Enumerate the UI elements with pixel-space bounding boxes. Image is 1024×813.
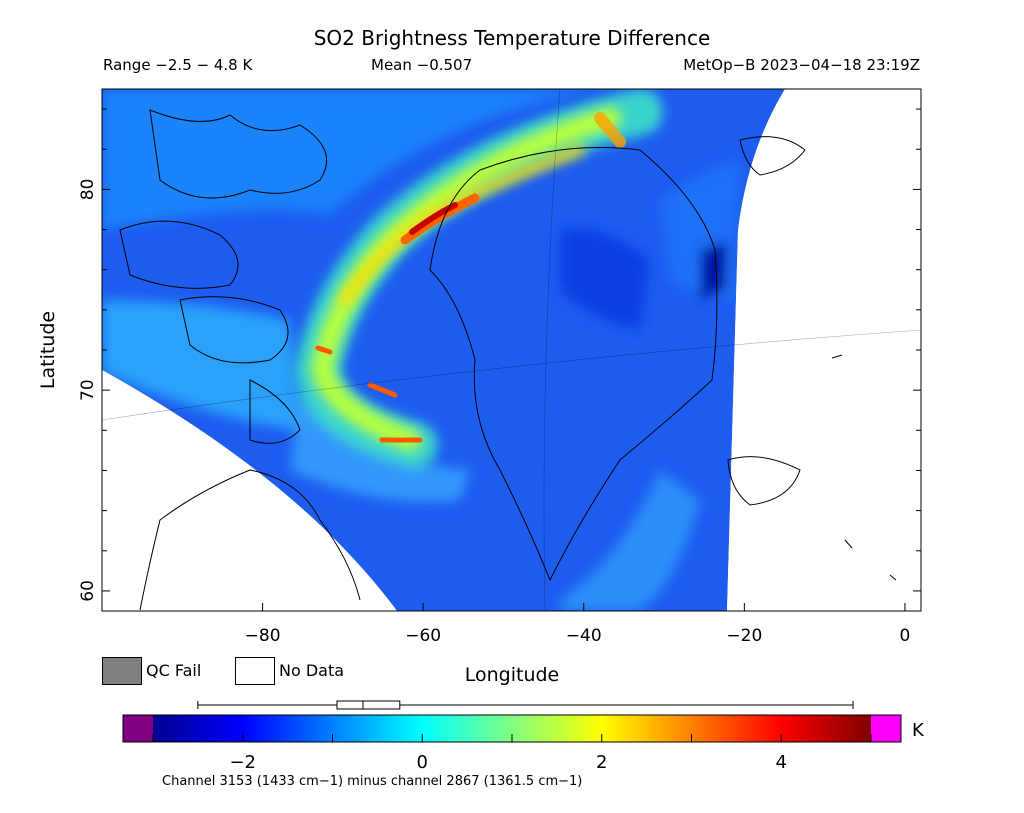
x-axis-label: Longitude (464, 664, 560, 686)
coastlines (119, 109, 897, 611)
x-tick-label: −40 (566, 626, 602, 646)
x-tick-label: −20 (726, 626, 762, 646)
x-tick-label: −80 (245, 626, 281, 646)
colorbar-tick-label: −2 (229, 752, 256, 773)
swath-field (102, 89, 921, 611)
y-tick-label: 80 (78, 179, 98, 201)
x-tick-label: −60 (405, 626, 441, 646)
x-tick-label: 0 (900, 626, 911, 646)
colorbar-tick-label: 0 (417, 752, 428, 773)
colorbar-over (871, 715, 901, 742)
legend-label-qc-fail: QC Fail (146, 661, 202, 680)
colorbar-units: K (912, 720, 924, 741)
legend-label-no-data: No Data (279, 661, 345, 680)
colorbar-tick-label: 2 (596, 752, 607, 773)
y-tick-label: 70 (78, 379, 98, 401)
y-axis: 60 70 80 (78, 108, 921, 602)
channel-footnote: Channel 3153 (1433 cm−1) minus channel 2… (162, 774, 583, 789)
stats-iqr-box (336, 700, 401, 710)
chart-title: SO2 Brightness Temperature Difference (313, 26, 711, 50)
x-axis: −80 −60 −40 −20 0 (245, 603, 911, 646)
legend-swatch-qc-fail (102, 657, 142, 685)
colorbar-ticks: −2 0 2 4 (152, 734, 872, 773)
y-tick-label: 60 (78, 580, 98, 602)
legend-swatch-no-data (235, 657, 275, 685)
colorbar-under (123, 715, 153, 742)
y-axis-label: Latitude (37, 310, 59, 390)
stats-boxplot (197, 700, 854, 710)
range-text: Range −2.5 − 4.8 K (103, 56, 253, 74)
colorbar-tick-label: 4 (776, 752, 787, 773)
satellite-text: MetOp−B 2023−04−18 23:19Z (683, 56, 920, 74)
mean-text: Mean −0.507 (371, 56, 473, 74)
